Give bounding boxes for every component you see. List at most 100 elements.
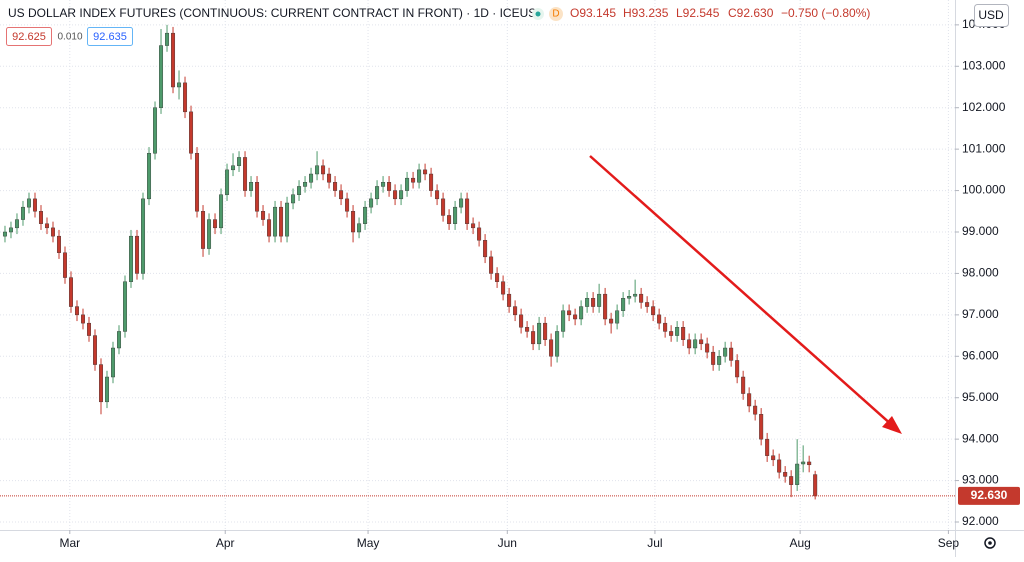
- currency-box[interactable]: [974, 4, 1009, 27]
- trend-arrow-head: [882, 416, 902, 434]
- candle-body: [165, 32, 170, 46]
- candle-body: [14, 219, 19, 229]
- settings-icon[interactable]: [984, 537, 996, 549]
- candle-body: [56, 235, 61, 253]
- candle-body: [447, 215, 452, 224]
- candle-body: [513, 306, 518, 316]
- candle-body: [32, 198, 37, 212]
- candle-body: [231, 165, 236, 171]
- candle-body: [141, 198, 146, 274]
- candle-body: [459, 198, 464, 208]
- candle-body: [795, 463, 800, 485]
- candle-body: [465, 198, 470, 224]
- candle-body: [381, 182, 386, 187]
- candle-body: [489, 256, 494, 274]
- candle-body: [44, 223, 49, 229]
- candle-body: [801, 461, 806, 465]
- candle-body: [393, 190, 398, 200]
- candle-body: [117, 331, 122, 349]
- candle-body: [273, 206, 278, 237]
- candle-body: [38, 211, 43, 224]
- candle-body: [291, 194, 296, 204]
- candle-body: [615, 310, 620, 324]
- candle-body: [771, 455, 776, 461]
- candle-body: [441, 198, 446, 216]
- candle-body: [20, 206, 25, 220]
- candle-body: [369, 198, 374, 208]
- candle-body: [321, 165, 326, 175]
- candle-body: [627, 296, 632, 299]
- candle-body: [255, 182, 260, 212]
- candle-body: [62, 252, 67, 278]
- candle-body: [315, 165, 320, 175]
- candle-body: [723, 347, 728, 357]
- candle-body: [339, 190, 344, 200]
- candle-body: [435, 190, 440, 200]
- candle-body: [717, 356, 722, 365]
- candle-body: [129, 235, 134, 282]
- candle-body: [345, 198, 350, 212]
- y-tick-label: 96.000: [962, 348, 999, 362]
- candle-body: [147, 153, 152, 200]
- candle-body: [537, 322, 542, 345]
- candle-body: [693, 339, 698, 349]
- spread: 0.010: [57, 32, 82, 43]
- candle-body: [597, 293, 602, 307]
- x-tick-label: Jul: [647, 536, 662, 550]
- ohlc-change: −0.750 (−0.80%): [781, 6, 870, 20]
- candle-body: [675, 327, 680, 336]
- x-tick-label: May: [357, 536, 380, 550]
- candle-body: [153, 107, 158, 154]
- candle-body: [87, 322, 92, 336]
- candle-body: [705, 343, 710, 353]
- candle-body: [309, 173, 314, 183]
- last-price-label: 92.630: [971, 488, 1008, 502]
- candle-body: [609, 318, 614, 324]
- candle-body: [99, 364, 104, 403]
- candle-body: [219, 194, 224, 229]
- candle-body: [735, 360, 740, 378]
- candle-body: [2, 231, 7, 237]
- y-tick-label: 93.000: [962, 473, 999, 487]
- candle-body: [495, 273, 500, 282]
- candle-body: [135, 235, 140, 274]
- candle-body: [357, 223, 362, 233]
- candle-body: [50, 227, 55, 237]
- candle-body: [807, 461, 812, 466]
- ohlc-high: H93.235: [623, 6, 669, 20]
- y-tick-label: 102.000: [962, 100, 1006, 114]
- candle-body: [453, 206, 458, 224]
- candle-body: [777, 459, 782, 473]
- candle-body: [657, 314, 662, 324]
- interval-badge: D: [552, 9, 559, 20]
- ask-box[interactable]: [87, 27, 133, 46]
- bid-box[interactable]: [6, 27, 52, 46]
- candle-body: [699, 339, 704, 345]
- ohlc-close: C92.630: [728, 6, 774, 20]
- bid: 92.625: [12, 31, 46, 43]
- candle-body: [297, 186, 302, 195]
- candle-body: [213, 219, 218, 229]
- candle-body: [207, 219, 212, 249]
- candle-body: [249, 182, 254, 191]
- candle-body: [171, 32, 176, 88]
- candle-body: [225, 169, 230, 195]
- candle-body: [279, 206, 284, 237]
- candle-body: [399, 190, 404, 200]
- candle-body: [591, 298, 596, 307]
- candle-body: [531, 331, 536, 345]
- candle-body: [327, 173, 332, 183]
- candle-body: [711, 351, 716, 365]
- y-tick-label: 103.000: [962, 58, 1006, 72]
- candle-body: [603, 293, 608, 320]
- candle-body: [189, 111, 194, 154]
- candle-body: [669, 331, 674, 336]
- candle-body: [585, 298, 590, 307]
- gear-center: [988, 541, 992, 545]
- candle-body: [303, 182, 308, 187]
- candle-body: [633, 293, 638, 297]
- candle-body: [285, 202, 290, 237]
- candle-body: [483, 240, 488, 258]
- candle-body: [177, 82, 182, 88]
- candle-body: [333, 182, 338, 191]
